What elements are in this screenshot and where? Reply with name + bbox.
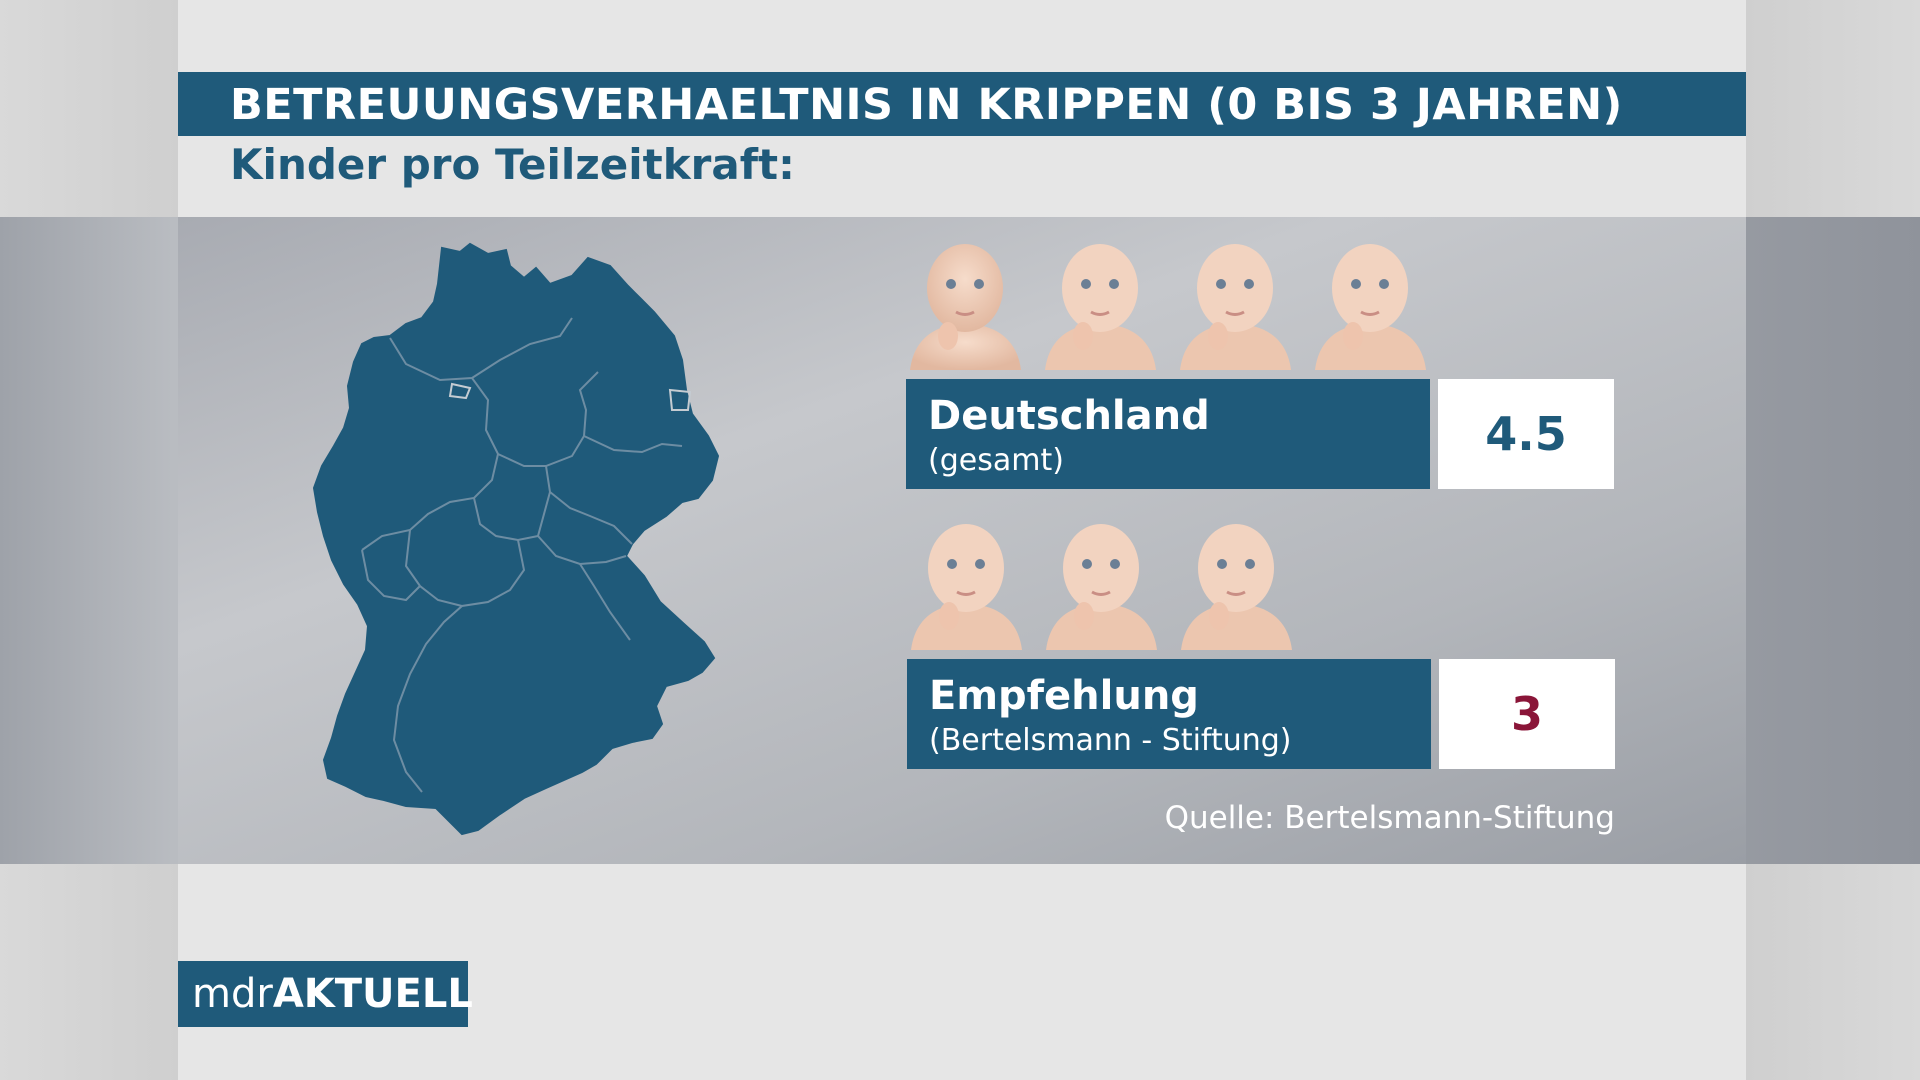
- germany-map-icon: [312, 242, 720, 836]
- baby-icon: [910, 244, 1021, 370]
- row-label: Empfehlung: [929, 673, 1199, 719]
- baby-icon: [1180, 244, 1291, 370]
- baby-row-deutschland: [904, 238, 1432, 370]
- baby-icon: [1045, 244, 1156, 370]
- row-label: Deutschland: [928, 393, 1210, 439]
- logo-prefix: mdr: [192, 971, 273, 1017]
- value-empfehlung: 3: [1439, 659, 1615, 769]
- mdr-aktuell-logo: mdrAKTUELL: [178, 961, 473, 1027]
- page-subtitle: Kinder pro Teilzeitkraft:: [230, 140, 795, 189]
- label-deutschland: Deutschland (gesamt): [906, 379, 1430, 489]
- baby-icon: [1046, 524, 1157, 650]
- baby-row-empfehlung: [905, 518, 1298, 650]
- page-title: BETREUUNGSVERHAELTNIS IN KRIPPEN (0 BIS …: [230, 80, 1623, 130]
- row-sublabel: (Bertelsmann - Stiftung): [929, 723, 1292, 758]
- label-empfehlung: Empfehlung (Bertelsmann - Stiftung): [907, 659, 1431, 769]
- baby-icon: [1315, 244, 1426, 370]
- logo-text: mdrAKTUELL: [192, 971, 473, 1017]
- baby-icon: [911, 524, 1022, 650]
- baby-icon: [1181, 524, 1292, 650]
- source-note: Quelle: Bertelsmann-Stiftung: [1164, 800, 1615, 836]
- logo-suffix: AKTUELL: [272, 971, 473, 1017]
- title-bar: BETREUUNGSVERHAELTNIS IN KRIPPEN (0 BIS …: [178, 72, 1746, 136]
- row-sublabel: (gesamt): [928, 443, 1064, 478]
- value-deutschland: 4.5: [1438, 379, 1614, 489]
